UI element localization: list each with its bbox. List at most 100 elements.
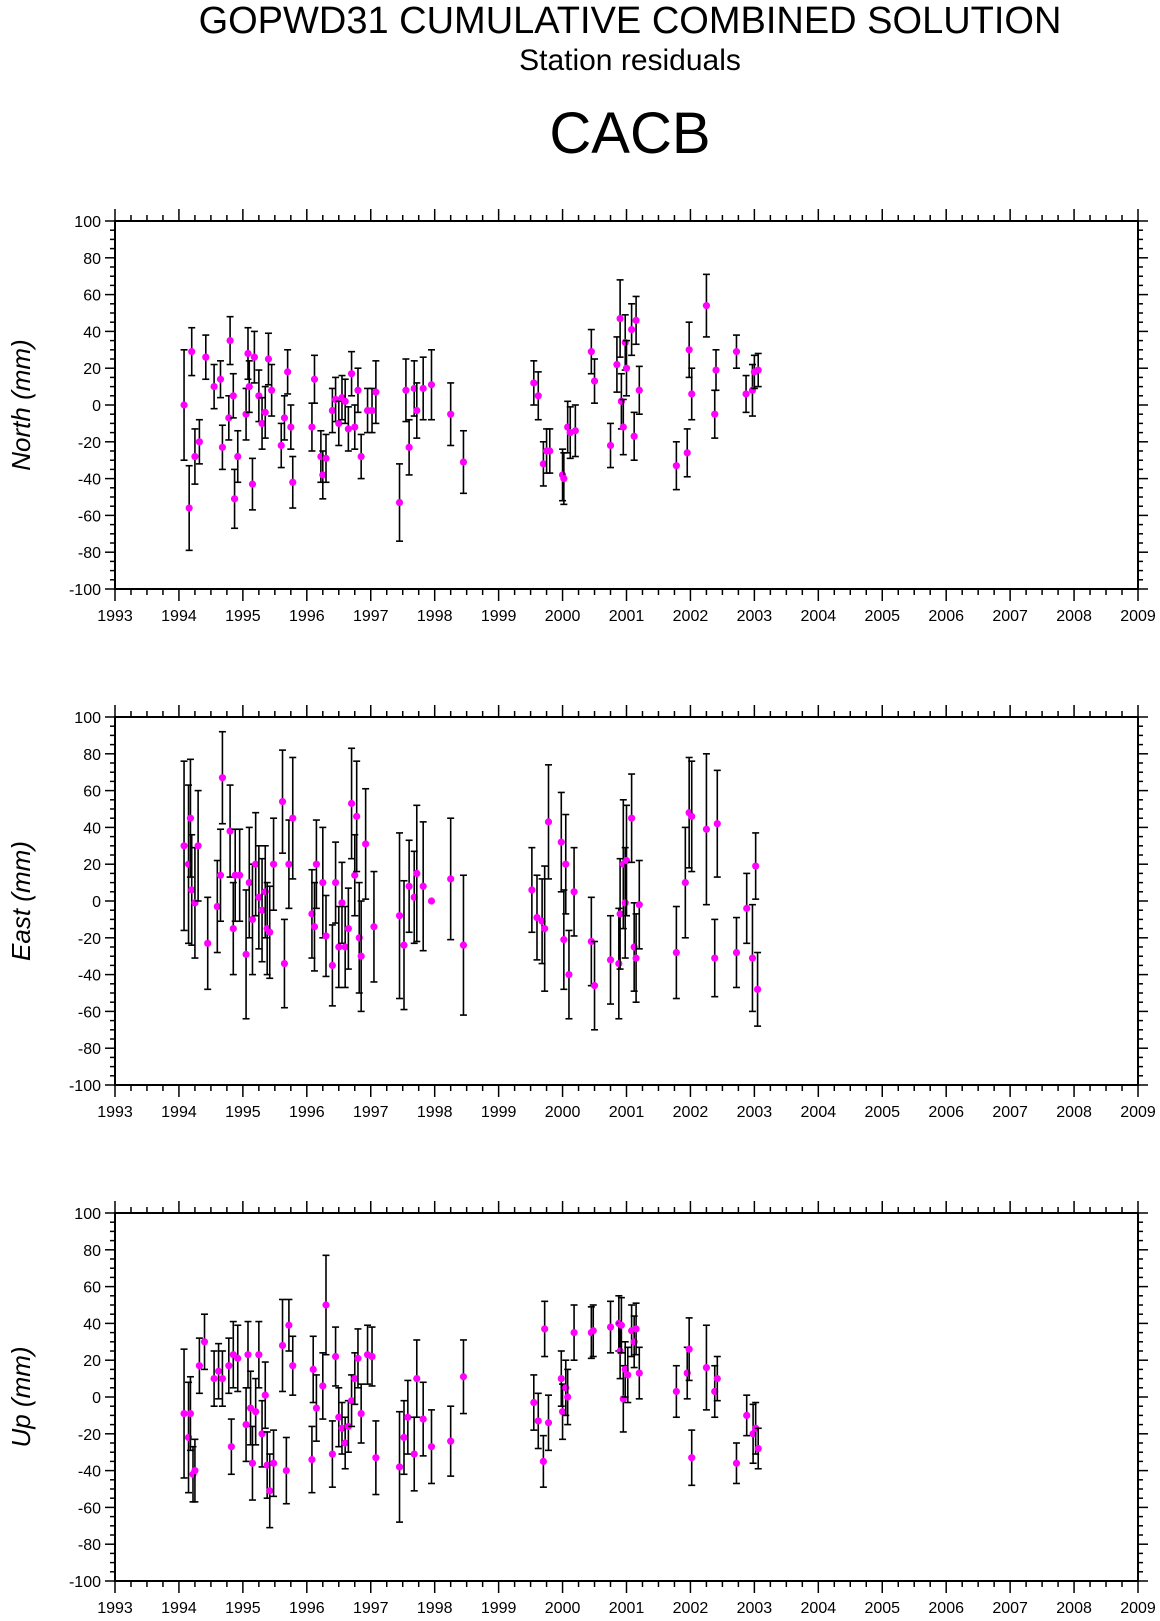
east-ytick-label: -60: [78, 1004, 101, 1021]
east-ytick-label: 100: [74, 710, 101, 727]
up-data-point: [255, 1351, 263, 1359]
east-ytick-label: 20: [83, 857, 101, 874]
up-data-point: [186, 1409, 195, 1418]
east-data-point: [341, 943, 349, 951]
north-xtick-label: 2005: [864, 608, 900, 625]
east-data-point: [269, 860, 278, 868]
up-data-point: [242, 1421, 250, 1429]
north-xtick-label: 1999: [481, 608, 517, 625]
east-data-point: [606, 956, 615, 964]
up-data-point: [713, 1375, 721, 1383]
east-data-point: [216, 871, 225, 879]
north-data-point: [245, 383, 253, 391]
east-data-point: [713, 820, 721, 828]
up-data-point: [357, 1409, 365, 1418]
up-data-point: [191, 1467, 199, 1475]
east-data-point: [245, 879, 253, 887]
up-data-point: [195, 1362, 203, 1370]
north-data-point: [289, 478, 297, 486]
up-data-point: [308, 1455, 316, 1464]
north-xtick-label: 2007: [992, 608, 1028, 625]
subtitle: Station residuals: [519, 44, 741, 77]
north-data-point: [427, 381, 436, 389]
up-data-point: [331, 1352, 340, 1361]
east-data-point: [616, 910, 624, 918]
east-data-point: [252, 860, 260, 868]
up-data-point: [322, 1301, 330, 1309]
up-data-point: [372, 1454, 380, 1462]
east-ytick-label: 40: [83, 820, 101, 837]
east-data-point: [557, 838, 565, 846]
north-data-point: [368, 406, 376, 415]
up-xtick-label: 2008: [1056, 1600, 1092, 1617]
up-data-point: [266, 1487, 274, 1495]
north-data-point: [754, 366, 762, 374]
up-data-point: [606, 1323, 615, 1331]
north-data-point: [230, 495, 239, 503]
up-xtick-label: 1994: [161, 1600, 197, 1617]
east-ytick-label: 80: [83, 747, 101, 764]
north-data-point: [539, 460, 547, 468]
east-data-point: [688, 812, 696, 820]
up-data-point: [395, 1463, 404, 1471]
east-data-point: [218, 774, 227, 782]
up-data-point: [544, 1419, 553, 1427]
up-xtick-label: 1996: [289, 1600, 325, 1617]
north-data-point: [571, 427, 579, 435]
north-xtick-label: 2001: [609, 608, 645, 625]
east-data-point: [528, 886, 536, 894]
up-data-point: [248, 1459, 257, 1467]
north-data-point: [284, 368, 292, 376]
north-data-point: [413, 406, 421, 415]
north-xtick-label: 2008: [1056, 608, 1092, 625]
north-data-point: [225, 414, 233, 422]
north-data-point: [447, 410, 455, 418]
north-xtick-label: 1998: [417, 608, 453, 625]
east-data-point: [400, 941, 408, 949]
east-data-point: [732, 948, 741, 957]
north-ytick-label: -60: [78, 508, 101, 525]
up-xtick-label: 2002: [673, 1600, 709, 1617]
up-data-point: [319, 1382, 327, 1390]
north-data-point: [335, 419, 343, 427]
up-data-point: [234, 1354, 242, 1362]
north-data-point: [619, 423, 627, 431]
north-ytick-label: 20: [83, 361, 101, 378]
east-data-point: [338, 899, 346, 907]
up-data-point: [214, 1367, 223, 1375]
east-data-point: [628, 814, 636, 822]
east-ytick-label: -20: [78, 931, 101, 948]
up-data-point: [282, 1467, 290, 1475]
east-xtick-label: 1998: [417, 1104, 453, 1121]
north-xtick-label: 2002: [673, 608, 709, 625]
north-data-point: [534, 392, 542, 400]
north-data-point: [310, 375, 319, 383]
up-data-point: [447, 1437, 455, 1445]
up-data-point: [754, 1444, 762, 1453]
east-data-point: [419, 882, 427, 890]
north-ytick-label: -20: [78, 435, 101, 452]
up-ytick-label: 100: [74, 1206, 101, 1223]
up-data-point: [564, 1393, 572, 1401]
east-data-point: [357, 952, 365, 960]
east-data-point: [285, 860, 293, 868]
up-data-point: [351, 1375, 359, 1383]
east-data-point: [562, 860, 570, 868]
east-data-point: [711, 954, 719, 962]
north-data-point: [590, 377, 599, 385]
north-data-point: [268, 386, 276, 394]
up-data-point: [427, 1443, 436, 1451]
up-xtick-label: 1999: [481, 1600, 517, 1617]
up-data-point: [252, 1408, 260, 1416]
east-data-point: [565, 971, 573, 979]
up-ytick-label: 80: [83, 1243, 101, 1260]
east-data-point: [672, 948, 680, 957]
east-data-point: [266, 928, 274, 936]
east-xtick-label: 2002: [673, 1104, 709, 1121]
north-data-point: [347, 370, 356, 378]
east-data-point: [447, 875, 455, 883]
north-data-point: [261, 408, 269, 416]
east-data-point: [188, 886, 196, 894]
east-data-point: [632, 954, 640, 962]
east-data-point: [544, 818, 553, 826]
